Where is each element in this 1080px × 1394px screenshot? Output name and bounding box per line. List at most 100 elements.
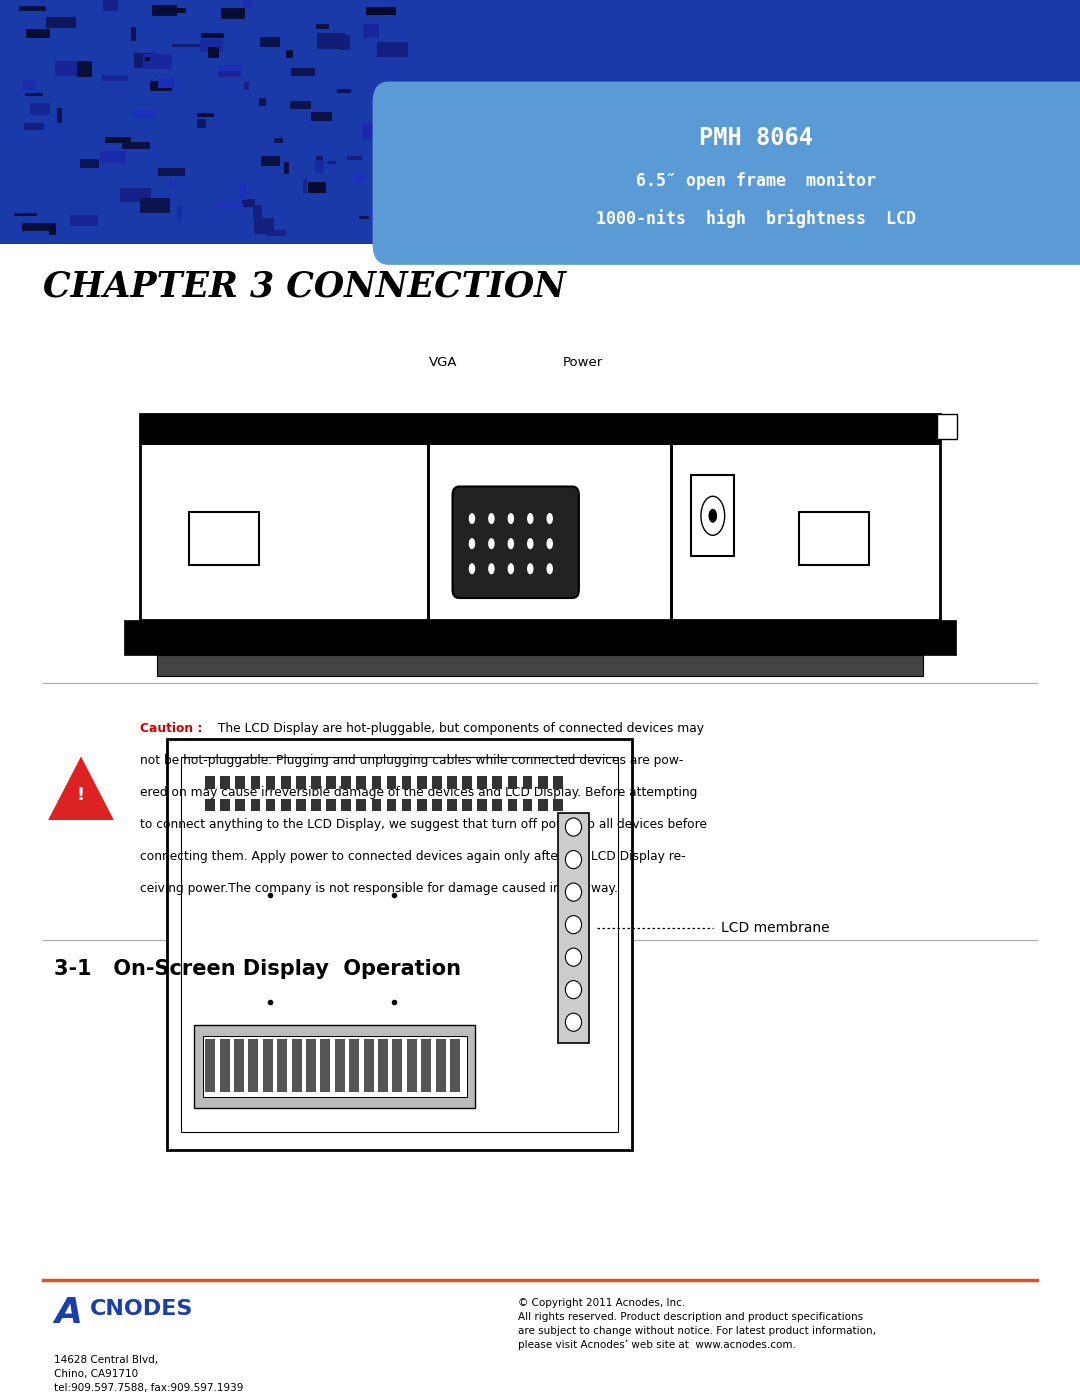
Bar bbox=[341, 776, 351, 789]
Bar bbox=[417, 776, 427, 789]
Bar bbox=[266, 776, 275, 789]
Bar bbox=[308, 181, 326, 192]
Bar bbox=[316, 33, 346, 49]
Bar bbox=[177, 205, 181, 222]
Bar bbox=[432, 799, 442, 811]
Bar bbox=[124, 620, 956, 655]
Text: Caution :: Caution : bbox=[140, 722, 203, 735]
Bar bbox=[377, 42, 408, 57]
Bar bbox=[23, 223, 50, 231]
Bar bbox=[220, 776, 230, 789]
Bar bbox=[296, 776, 306, 789]
Bar bbox=[281, 799, 291, 811]
Text: Power: Power bbox=[563, 357, 604, 369]
Bar bbox=[447, 776, 457, 789]
Bar bbox=[349, 1039, 360, 1092]
Ellipse shape bbox=[469, 513, 475, 524]
Bar bbox=[26, 29, 51, 38]
Bar bbox=[220, 799, 230, 811]
Bar bbox=[205, 799, 215, 811]
Bar bbox=[432, 776, 442, 789]
Ellipse shape bbox=[566, 818, 581, 836]
Ellipse shape bbox=[508, 538, 514, 549]
Ellipse shape bbox=[508, 513, 514, 524]
Bar bbox=[278, 1039, 287, 1092]
Bar bbox=[158, 169, 186, 176]
Bar bbox=[260, 38, 280, 47]
Bar bbox=[477, 799, 487, 811]
Bar bbox=[218, 71, 241, 77]
Bar bbox=[266, 799, 275, 811]
Ellipse shape bbox=[546, 538, 553, 549]
Bar bbox=[392, 1039, 403, 1092]
Bar bbox=[462, 776, 472, 789]
Bar bbox=[292, 1039, 301, 1092]
Bar bbox=[691, 475, 734, 556]
Text: to connect anything to the LCD Display, we suggest that turn off power to all de: to connect anything to the LCD Display, … bbox=[140, 818, 707, 831]
Text: PMH 8064: PMH 8064 bbox=[699, 125, 813, 149]
Bar bbox=[168, 180, 176, 187]
Bar bbox=[402, 776, 411, 789]
Bar bbox=[311, 776, 321, 789]
Bar bbox=[435, 1039, 446, 1092]
Ellipse shape bbox=[708, 509, 717, 523]
Bar bbox=[25, 92, 43, 96]
Bar bbox=[122, 142, 150, 149]
Bar bbox=[538, 776, 548, 789]
Bar bbox=[340, 35, 350, 50]
Ellipse shape bbox=[566, 1013, 581, 1032]
Bar bbox=[407, 1039, 417, 1092]
Bar bbox=[262, 1039, 273, 1092]
Text: 3-1   On-Screen Display  Operation: 3-1 On-Screen Display Operation bbox=[54, 959, 461, 979]
Bar bbox=[348, 156, 362, 160]
Bar bbox=[378, 1039, 388, 1092]
Bar bbox=[326, 160, 336, 164]
Bar bbox=[201, 39, 222, 52]
Bar bbox=[799, 512, 869, 565]
Bar bbox=[386, 130, 400, 142]
Text: The LCD Display are hot-pluggable, but components of connected devices may: The LCD Display are hot-pluggable, but c… bbox=[214, 722, 704, 735]
Bar bbox=[139, 198, 170, 213]
Bar bbox=[157, 8, 187, 14]
Bar bbox=[140, 414, 940, 620]
Ellipse shape bbox=[527, 513, 534, 524]
Bar bbox=[387, 799, 396, 811]
Bar bbox=[937, 414, 957, 439]
Bar bbox=[133, 110, 157, 117]
Bar bbox=[218, 64, 241, 71]
Ellipse shape bbox=[508, 563, 514, 574]
Bar bbox=[198, 113, 214, 117]
Bar bbox=[311, 799, 321, 811]
Bar bbox=[55, 60, 78, 75]
Bar bbox=[291, 68, 315, 75]
Bar bbox=[314, 160, 324, 173]
Bar bbox=[105, 137, 131, 144]
Bar bbox=[143, 53, 173, 68]
Bar bbox=[56, 61, 82, 71]
Bar bbox=[70, 215, 98, 226]
Bar bbox=[321, 1039, 330, 1092]
Bar bbox=[216, 202, 243, 206]
Ellipse shape bbox=[566, 850, 581, 868]
Bar bbox=[296, 799, 306, 811]
Bar bbox=[289, 100, 311, 109]
FancyBboxPatch shape bbox=[373, 81, 1080, 265]
Bar bbox=[341, 799, 351, 811]
Bar bbox=[167, 739, 632, 1150]
Bar bbox=[205, 776, 215, 789]
Text: 1000-nits  high  brightness  LCD: 1000-nits high brightness LCD bbox=[596, 209, 916, 229]
Bar bbox=[302, 178, 307, 192]
Ellipse shape bbox=[566, 916, 581, 934]
Bar bbox=[103, 0, 119, 11]
Bar bbox=[450, 1039, 460, 1092]
Bar bbox=[181, 757, 618, 1132]
Ellipse shape bbox=[488, 513, 495, 524]
Bar bbox=[492, 799, 502, 811]
Bar bbox=[538, 799, 548, 811]
Bar bbox=[356, 799, 366, 811]
Bar bbox=[197, 120, 206, 128]
Bar bbox=[261, 156, 280, 166]
Text: VGA: VGA bbox=[429, 357, 457, 369]
Bar bbox=[14, 213, 37, 216]
Text: A: A bbox=[54, 1296, 82, 1330]
